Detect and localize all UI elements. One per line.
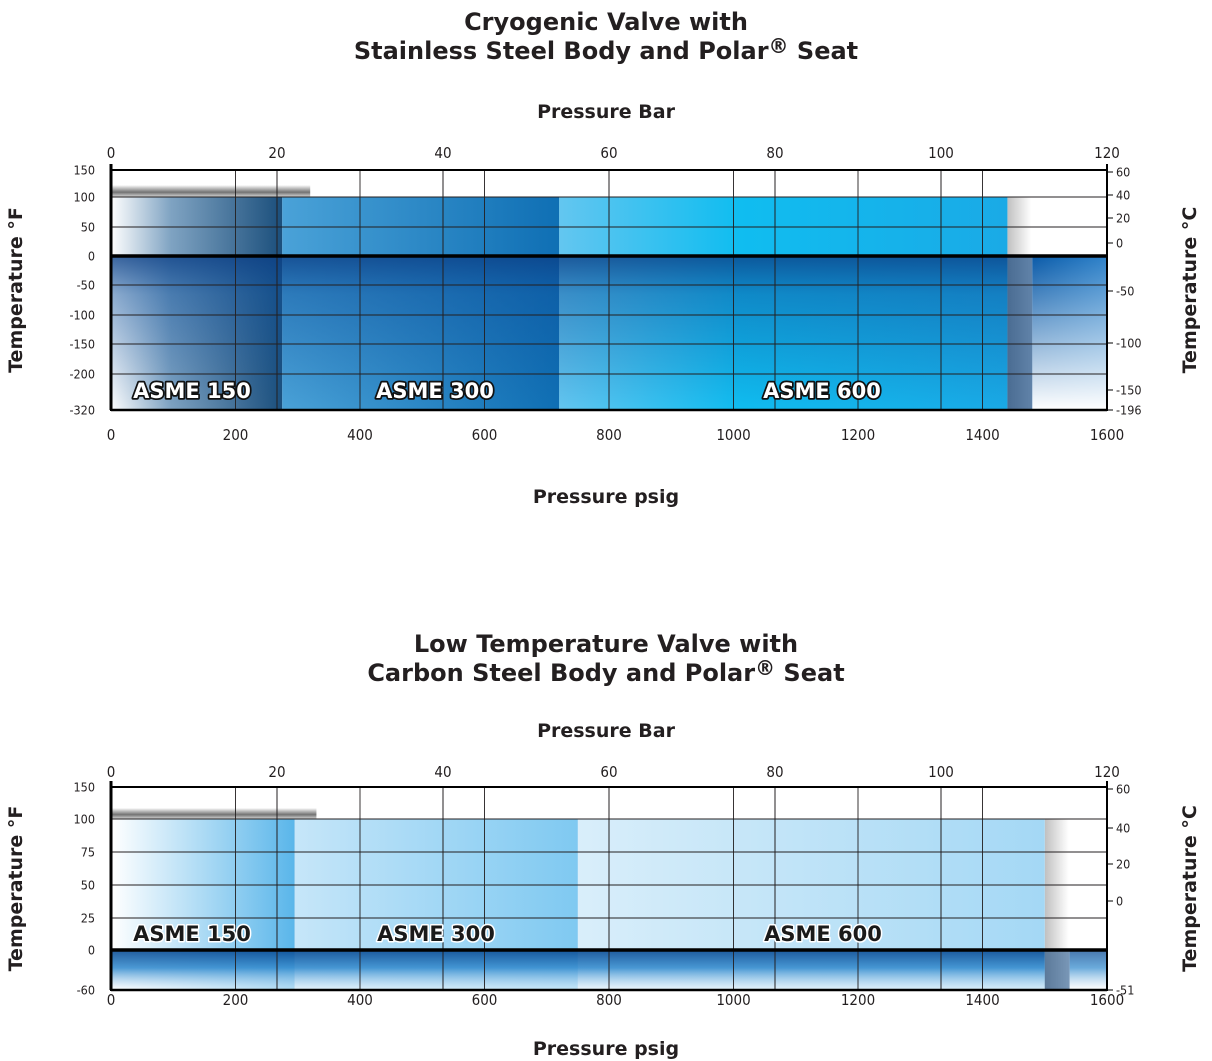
band-label: ASME 300	[376, 379, 494, 403]
fahrenheit-tick-label: 0	[88, 249, 95, 264]
band-label: ASME 600	[764, 922, 882, 946]
bar-tick-label: 20	[268, 763, 285, 781]
celsius-tick-label: 60	[1116, 165, 1130, 180]
chart-low-temperature: 0 20 40 60 80 100 1200 200 400 600 800 1000 1200 1400…	[5, 720, 1201, 1060]
psig-tick-label: 1600	[1090, 991, 1124, 1009]
left-axis-title: Temperature °F	[5, 806, 27, 972]
bottom-axis-title: Pressure psig	[533, 1038, 679, 1060]
psig-tick-label: 0	[107, 991, 116, 1009]
bar-tick-label: 20	[268, 144, 285, 162]
fahrenheit-tick-label: 0	[88, 943, 95, 958]
psig-tick-label: 400	[347, 426, 373, 444]
left-axis-title: Temperature °F	[5, 207, 27, 373]
celsius-tick-label: -51	[1116, 983, 1134, 998]
psig-tick-label: 800	[596, 426, 622, 444]
psig-tick-label: 200	[223, 426, 249, 444]
registered-mark: ®	[768, 34, 789, 58]
psig-tick-label: 400	[347, 991, 373, 1009]
cold-tail-shadow	[1044, 950, 1070, 990]
fahrenheit-tick-label: 75	[81, 845, 95, 860]
band-top-shadow	[111, 185, 311, 197]
chart1-title: Cryogenic Valve with Stainless Steel Bod…	[0, 8, 1212, 67]
bar-tick-label: 0	[107, 763, 116, 781]
bar-tick-label: 40	[434, 763, 451, 781]
band-label: ASME 600	[763, 379, 881, 403]
fahrenheit-tick-label: -60	[77, 983, 95, 998]
right-axis-title: Temperature °C	[1179, 805, 1201, 972]
bottom-axis-title: Pressure psig	[533, 486, 679, 508]
fahrenheit-tick-label: 50	[81, 220, 95, 235]
psig-tick-label: 1600	[1090, 426, 1124, 444]
celsius-tick-label: -100	[1116, 336, 1142, 351]
cold-tail	[1069, 950, 1107, 990]
fahrenheit-tick-label: 150	[74, 163, 95, 178]
chart2-title-line2-end: Seat	[775, 659, 845, 687]
celsius-tick-label: -196	[1116, 403, 1142, 418]
bar-tick-label: 120	[1094, 144, 1120, 162]
top-axis-title: Pressure Bar	[537, 101, 676, 123]
chart1-title-line1: Cryogenic Valve with	[464, 8, 748, 36]
chart1-title-line2-end: Seat	[788, 37, 859, 65]
chart2-title: Low Temperature Valve with Carbon Steel …	[0, 630, 1212, 689]
celsius-tick-label: 60	[1116, 782, 1130, 797]
fahrenheit-tick-label: -100	[69, 308, 95, 323]
celsius-tick-label: -50	[1116, 284, 1134, 299]
fahrenheit-tick-label: -150	[69, 337, 95, 352]
bar-tick-label: 120	[1094, 763, 1120, 781]
cold-tail-shadow	[1007, 256, 1033, 410]
bar-tick-label: 0	[107, 144, 116, 162]
bar-tick-label: 60	[600, 763, 617, 781]
bar-tick-label: 80	[766, 144, 783, 162]
psig-tick-label: 200	[223, 991, 249, 1009]
celsius-tick-label: 40	[1116, 188, 1130, 203]
celsius-tick-label: 0	[1116, 236, 1123, 251]
celsius-tick-label: 40	[1116, 821, 1130, 836]
band-label: ASME 150	[133, 922, 251, 946]
fahrenheit-tick-label: 150	[74, 780, 95, 795]
chart1-title-line2-text: Stainless Steel Body and Polar	[353, 37, 769, 65]
bar-tick-label: 80	[766, 763, 783, 781]
psig-tick-label: 1000	[716, 991, 750, 1009]
celsius-tick-label: -150	[1116, 383, 1142, 398]
band-top-shadow	[111, 808, 317, 819]
fahrenheit-tick-label: 50	[81, 878, 95, 893]
psig-tick-label: 600	[472, 426, 498, 444]
cold-region	[111, 950, 1045, 990]
celsius-tick-label: 20	[1116, 211, 1130, 226]
chart2-title-line2: Carbon Steel Body and Polar® Seat	[0, 656, 1212, 689]
cold-tail-fade	[1032, 256, 1107, 410]
celsius-tick-label: 20	[1116, 857, 1130, 872]
registered-mark: ®	[755, 656, 776, 680]
psig-tick-label: 0	[107, 426, 116, 444]
celsius-tick-label: 0	[1116, 894, 1123, 909]
fahrenheit-tick-label: 25	[81, 911, 95, 926]
psig-tick-label: 1400	[965, 426, 999, 444]
psig-tick-label: 1400	[965, 991, 999, 1009]
bar-tick-label: 60	[600, 144, 617, 162]
psig-tick-label: 1000	[716, 426, 750, 444]
fahrenheit-tick-label: 100	[74, 812, 95, 827]
chart1-title-line2: Stainless Steel Body and Polar® Seat	[0, 34, 1212, 67]
bar-tick-label: 100	[928, 763, 954, 781]
fahrenheit-tick-label: -200	[69, 367, 95, 382]
fahrenheit-tick-label: -50	[77, 278, 95, 293]
fahrenheit-tick-label: -320	[69, 403, 95, 418]
chart-cryogenic: 0 20 40 60 80 100 1200 200 400 600 800 1000 1200 1400…	[5, 101, 1201, 508]
psig-tick-label: 800	[596, 991, 622, 1009]
band-label: ASME 150	[133, 379, 251, 403]
psig-tick-label: 1200	[841, 991, 875, 1009]
band-label: ASME 300	[377, 922, 495, 946]
bar-tick-label: 100	[928, 144, 954, 162]
psig-tick-label: 600	[472, 991, 498, 1009]
top-axis-title: Pressure Bar	[537, 720, 676, 742]
chart2-title-line1: Low Temperature Valve with	[413, 630, 799, 658]
chart2-title-line2-text: Carbon Steel Body and Polar	[367, 659, 756, 687]
psig-tick-label: 1200	[841, 426, 875, 444]
fahrenheit-tick-label: 100	[74, 190, 95, 205]
bar-tick-label: 40	[434, 144, 451, 162]
right-axis-title: Temperature °C	[1179, 207, 1201, 374]
